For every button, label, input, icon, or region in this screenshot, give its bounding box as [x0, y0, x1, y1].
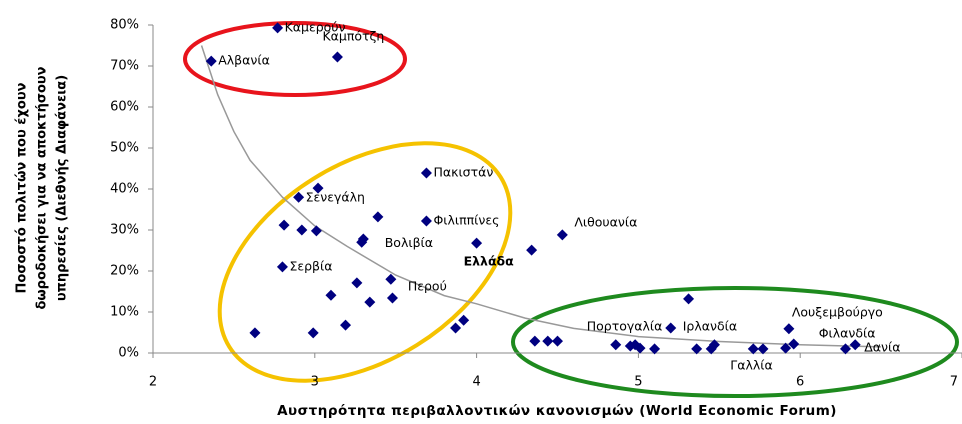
data-point	[783, 323, 795, 335]
x-tick-label: 5	[634, 375, 642, 390]
data-point	[683, 293, 695, 305]
x-tick-label: 2	[149, 375, 157, 390]
point-label: Λιθουανία	[574, 214, 637, 229]
y-tick-label: 20%	[110, 264, 139, 279]
highlight-ellipse	[511, 286, 959, 398]
point-label: Πακιστάν	[433, 165, 493, 180]
data-point	[420, 215, 432, 227]
data-point	[312, 182, 324, 194]
data-point	[385, 273, 397, 285]
point-label: Σερβία	[289, 258, 332, 273]
data-point	[272, 22, 284, 34]
x-tick-label: 6	[796, 375, 804, 390]
y-axis-title-line: υπηρεσίες (Διεθνής Διαφάνεια)	[55, 75, 70, 301]
highlight-ellipse	[217, 141, 513, 383]
data-point	[526, 244, 538, 256]
data-point	[691, 343, 703, 355]
highlight-ellipse	[183, 21, 407, 97]
x-tick-label: 7	[950, 375, 958, 390]
data-point	[307, 327, 319, 339]
data-point	[849, 339, 861, 351]
point-label: Δανία	[864, 339, 900, 354]
data-point	[665, 322, 677, 334]
data-point	[780, 342, 792, 354]
y-axis-title: Ποσοστό πολιτών που έχουν δωροδοκήσει γι…	[15, 66, 70, 309]
data-point	[788, 338, 800, 350]
data-point	[351, 277, 363, 289]
data-point	[757, 343, 769, 355]
point-label: Καμερούν	[285, 19, 346, 34]
y-tick-label: 80%	[110, 18, 139, 33]
data-point	[529, 335, 541, 347]
data-point	[293, 191, 305, 203]
data-point	[205, 55, 217, 67]
y-tick-label: 40%	[110, 182, 139, 197]
point-label: Καμπότζη	[322, 28, 384, 43]
data-point	[634, 342, 646, 354]
data-point	[372, 211, 384, 223]
y-tick-label: 50%	[110, 141, 139, 156]
point-label: Φιλανδία	[819, 325, 876, 340]
data-point	[249, 327, 261, 339]
point-label: Λουξεμβούργο	[792, 304, 883, 319]
point-label: Ιρλανδία	[683, 318, 737, 333]
data-point	[747, 343, 759, 355]
point-label: Σενεγάλη	[306, 190, 365, 205]
data-point	[331, 51, 343, 63]
data-point	[708, 339, 720, 351]
y-tick-label: 0%	[118, 346, 139, 361]
data-point	[542, 335, 554, 347]
data-point	[296, 224, 308, 236]
data-point	[310, 225, 322, 237]
y-axis-title-line: Ποσοστό πολιτών που έχουν	[15, 82, 30, 293]
data-point	[340, 319, 352, 331]
data-point	[450, 322, 462, 334]
data-point	[610, 339, 622, 351]
data-point	[357, 233, 369, 245]
point-label: Αλβανία	[218, 53, 270, 68]
point-label: Βολιβία	[385, 235, 433, 250]
data-point	[276, 261, 288, 273]
y-tick-label: 30%	[110, 223, 139, 238]
x-tick-label: 4	[472, 375, 480, 390]
data-point	[364, 296, 376, 308]
data-point	[471, 237, 483, 249]
data-point	[420, 167, 432, 179]
data-point	[649, 343, 661, 355]
point-label: Φιλιππίνες	[433, 212, 499, 227]
point-label: Ελλάδα	[464, 254, 515, 269]
data-point	[386, 292, 398, 304]
data-point	[325, 289, 337, 301]
data-point	[278, 219, 290, 231]
data-point	[552, 335, 563, 347]
data-point	[840, 343, 852, 355]
data-point	[458, 314, 470, 326]
y-tick-label: 70%	[110, 59, 139, 74]
point-label: Πορτογαλία	[587, 318, 663, 333]
x-axis-title: Αυστηρότητα περιβαλλοντικών κανονισμών (…	[277, 403, 837, 419]
y-tick-label: 60%	[110, 100, 139, 115]
x-tick-label: 3	[311, 375, 319, 390]
y-tick-label: 10%	[110, 305, 139, 320]
point-label: Γαλλία	[730, 357, 772, 372]
point-label: Περού	[408, 279, 447, 294]
y-axis-title-line: δωροδοκήσει για να αποκτήσουν	[35, 66, 50, 309]
data-point	[556, 229, 568, 241]
trendline	[200, 45, 882, 348]
